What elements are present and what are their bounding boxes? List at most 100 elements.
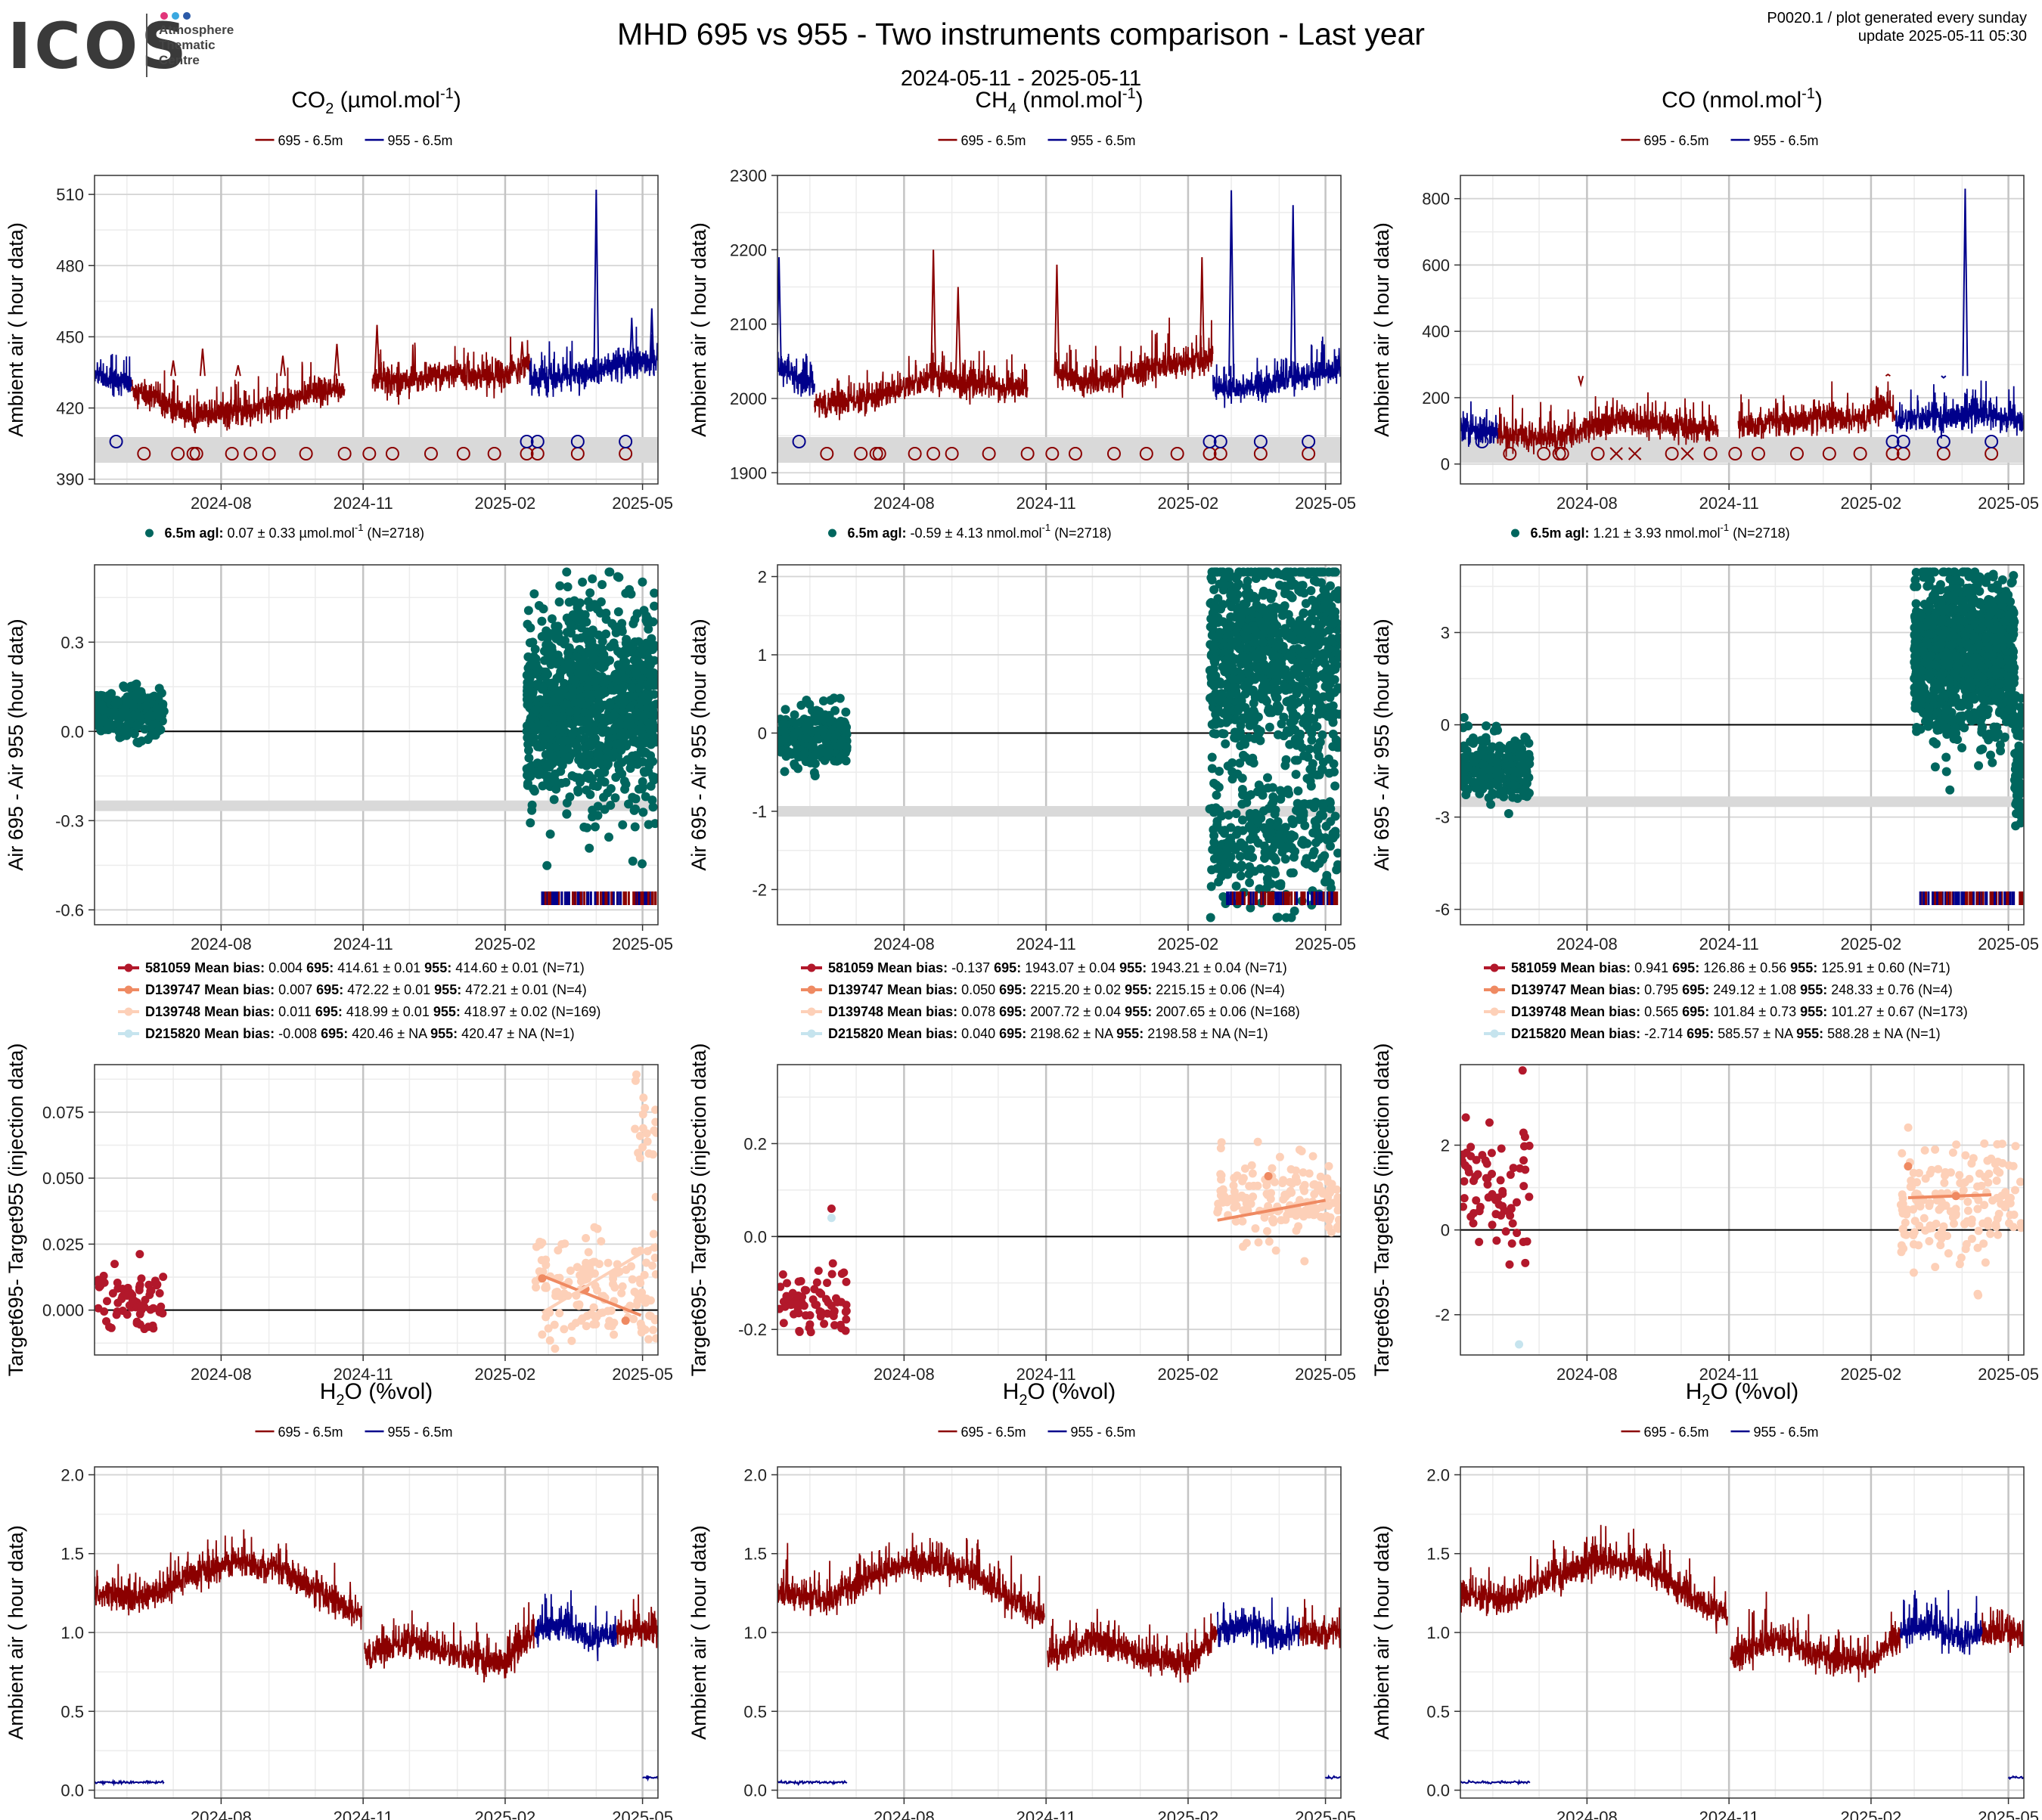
data-point (644, 718, 654, 728)
calibration-marker-695 (1537, 447, 1551, 460)
data-point (1306, 567, 1316, 577)
data-point (540, 770, 550, 780)
data-point (597, 671, 607, 681)
data-point (1460, 774, 1470, 784)
calibration-marker-695 (1170, 447, 1184, 460)
data-point (1994, 594, 2003, 604)
data-point (1317, 730, 1327, 739)
y-tick-label: 510 (56, 185, 84, 204)
plot-frame (94, 564, 659, 926)
x-tick-label: 2025-05 (1978, 494, 2039, 513)
data-point (1210, 567, 1220, 577)
data-point (1924, 703, 1934, 713)
data-point (1992, 668, 2002, 677)
data-point (1293, 798, 1302, 808)
data-point (632, 759, 642, 769)
data-point (1214, 695, 1224, 705)
data-point (1208, 845, 1218, 854)
data-point (1279, 670, 1289, 680)
data-point (1958, 567, 1968, 577)
data-point (550, 778, 560, 788)
calibration-marker-955 (1885, 435, 1900, 448)
data-point (523, 606, 533, 615)
calibration-marker-695 (854, 447, 868, 460)
data-point (571, 597, 581, 607)
data-point (2011, 821, 2021, 831)
data-point (534, 770, 544, 780)
data-point (1240, 735, 1249, 745)
data-point (1271, 641, 1281, 651)
data-point (1964, 583, 1974, 593)
data-point (122, 727, 132, 736)
data-point (1988, 729, 1997, 739)
plot-frame (1460, 175, 2025, 485)
calibration-marker-695 (1822, 447, 1836, 460)
data-point (644, 761, 654, 771)
calibration-marker-955 (1302, 435, 1316, 448)
data-point (1255, 645, 1265, 655)
series-line-695 (131, 361, 346, 433)
data-point (597, 580, 607, 590)
calibration-marker-955 (109, 435, 123, 448)
data-point (593, 811, 603, 820)
data-point (532, 705, 542, 715)
data-point (1302, 721, 1312, 731)
data-point (582, 785, 591, 795)
data-point (1313, 814, 1323, 824)
data-point (1317, 853, 1327, 863)
data-point (1224, 810, 1234, 820)
data-point (1985, 595, 1995, 605)
data-point (557, 736, 567, 746)
data-point (537, 616, 547, 626)
y-tick-label: 420 (56, 399, 84, 418)
data-point (1992, 722, 2002, 732)
y-tick-label: 2 (758, 568, 767, 587)
data-point (831, 730, 841, 740)
y-axis-label: Ambient air ( hour data) (5, 222, 27, 437)
data-point (777, 746, 786, 756)
spike (930, 250, 937, 377)
data-point (1463, 762, 1473, 772)
logo-line-1: Atmosphere (159, 23, 234, 37)
calibration-marker-695 (945, 447, 959, 460)
data-point (1321, 821, 1331, 831)
data-point (1327, 702, 1336, 712)
spike (1962, 188, 1969, 377)
data-point (1975, 597, 1985, 607)
data-point (1320, 681, 1330, 691)
data-point (1244, 676, 1254, 686)
data-point (613, 627, 622, 637)
data-point (1258, 637, 1268, 647)
data-point (1994, 656, 2004, 666)
data-point (1330, 781, 1340, 791)
data-point (1284, 789, 1294, 798)
data-point (1296, 587, 1305, 597)
data-point (1954, 701, 1964, 711)
failed-marker-695 (1628, 447, 1642, 460)
data-point (1266, 603, 1276, 613)
data-point (641, 792, 650, 801)
data-point (580, 707, 590, 717)
data-point (1214, 877, 1224, 887)
series-line-955 (1212, 336, 1341, 408)
data-point (1286, 868, 1296, 878)
data-point (1245, 809, 1255, 819)
logo-dots-icon (160, 12, 191, 20)
data-point (1922, 639, 1932, 649)
data-point (1242, 798, 1252, 808)
data-point (1478, 784, 1488, 794)
data-point (1329, 759, 1339, 769)
x-tick-label: 2025-05 (1295, 935, 1356, 953)
data-point (1967, 599, 1977, 609)
data-point (561, 777, 571, 787)
data-point (1212, 863, 1221, 873)
y-tick-label: -0.3 (55, 811, 84, 830)
data-point (595, 741, 605, 751)
data-point (1240, 653, 1249, 662)
data-point (1289, 567, 1299, 577)
data-point (1275, 786, 1285, 795)
data-point (566, 628, 576, 638)
data-point (2016, 731, 2024, 741)
data-point (1333, 848, 1341, 858)
data-point (613, 660, 623, 670)
